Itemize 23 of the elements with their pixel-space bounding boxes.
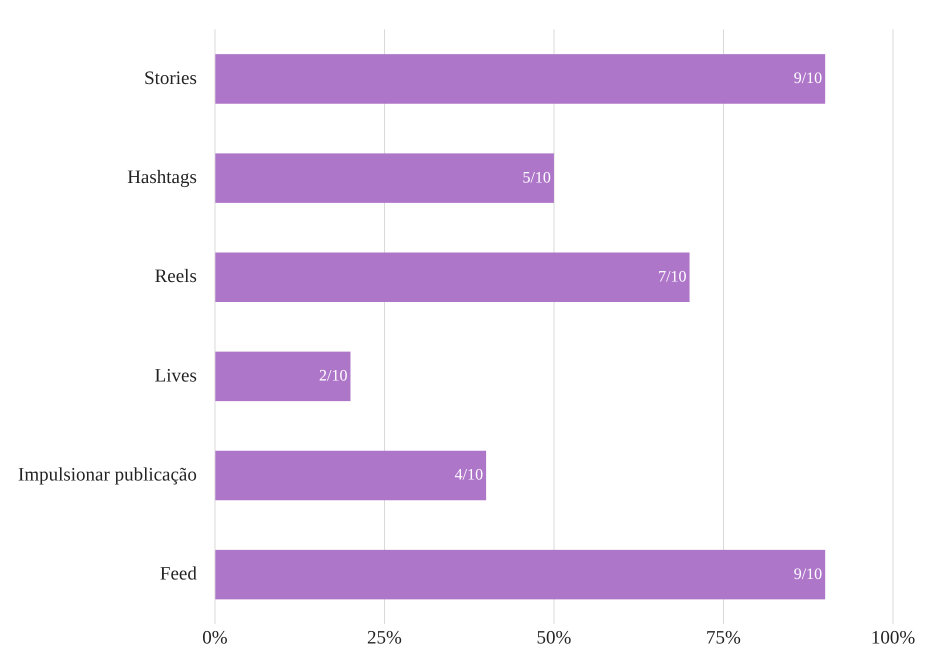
data-label: 5/10 xyxy=(522,169,551,186)
bar xyxy=(215,252,690,302)
bar xyxy=(215,450,486,500)
data-label: 9/10 xyxy=(794,566,822,583)
x-tick-label: 25% xyxy=(366,628,402,649)
x-tick-label: 0% xyxy=(202,628,228,649)
x-tick-label: 100% xyxy=(870,628,916,649)
bar xyxy=(215,153,554,203)
bar xyxy=(215,352,350,402)
x-tick-label: 75% xyxy=(706,628,742,649)
y-tick-label: Feed xyxy=(160,564,198,585)
y-tick-label: Hashtags xyxy=(127,167,197,188)
data-label: 2/10 xyxy=(319,368,348,385)
y-tick-label: Impulsionar publicação xyxy=(18,464,197,486)
data-label: 9/10 xyxy=(794,70,822,88)
x-tick-label: 50% xyxy=(536,628,572,649)
y-tick-label: Lives xyxy=(154,365,197,386)
bar xyxy=(215,54,826,104)
data-label: 4/10 xyxy=(454,466,484,484)
y-tick-label: Reels xyxy=(154,266,197,288)
data-label: 7/10 xyxy=(658,268,687,286)
y-tick-label: Stories xyxy=(144,68,197,89)
bar xyxy=(215,550,826,600)
